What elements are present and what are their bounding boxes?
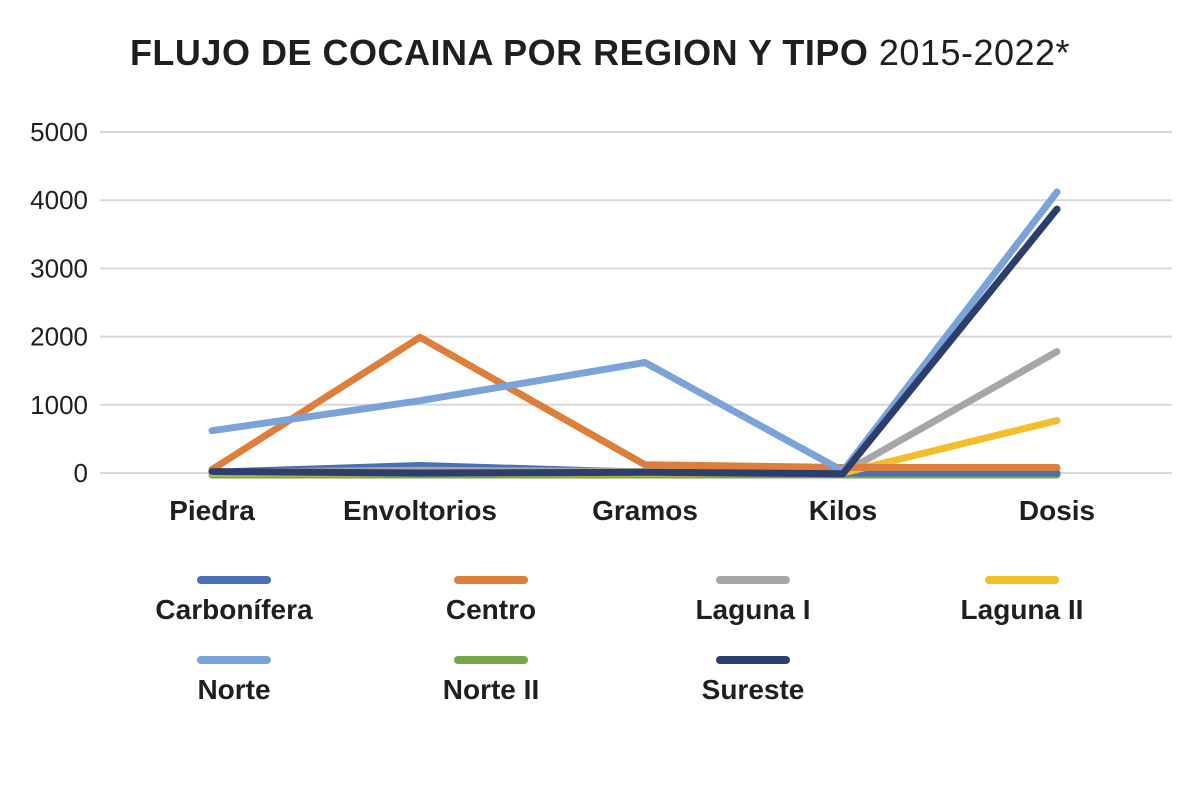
x-category-label: Envoltorios [343, 495, 497, 526]
x-axis-categories: Piedra Envoltorios Gramos Kilos Dosis [169, 495, 1095, 526]
legend-label-norte: Norte [197, 674, 270, 705]
y-tick-label: 2000 [30, 322, 88, 352]
legend-label-laguna-ii: Laguna II [961, 594, 1084, 625]
y-tick-label: 1000 [30, 390, 88, 420]
series-line-sureste [208, 205, 1061, 478]
y-tick-label: 0 [74, 458, 88, 488]
x-category-label: Piedra [169, 495, 255, 526]
series-line-norte [208, 188, 1061, 475]
x-category-label: Dosis [1019, 495, 1095, 526]
chart-title: FLUJO DE COCAINA POR REGION Y TIPO 2015-… [0, 32, 1200, 74]
series-line-centro [208, 333, 1061, 474]
y-axis-ticks: 0 1000 2000 3000 4000 5000 [30, 117, 88, 488]
y-tick-label: 5000 [30, 117, 88, 147]
chart-title-main: FLUJO DE COCAINA POR REGION Y TIPO [129, 32, 869, 73]
legend-label-sureste: Sureste [702, 674, 805, 705]
legend: Carbonífera Centro Laguna I Laguna II Norte N… [155, 576, 1084, 705]
legend-label-carbon-fera: Carbonífera [155, 594, 313, 625]
legend-label-norte-ii: Norte II [443, 674, 539, 705]
x-category-label: Gramos [592, 495, 698, 526]
x-category-label: Kilos [809, 495, 877, 526]
legend-label-laguna-i: Laguna I [695, 594, 810, 625]
series-lines [208, 188, 1061, 479]
legend-label-centro: Centro [446, 594, 536, 625]
chart-subtitle: 2015-2022* [878, 32, 1071, 73]
y-tick-label: 4000 [30, 185, 88, 215]
y-tick-label: 3000 [30, 253, 88, 283]
